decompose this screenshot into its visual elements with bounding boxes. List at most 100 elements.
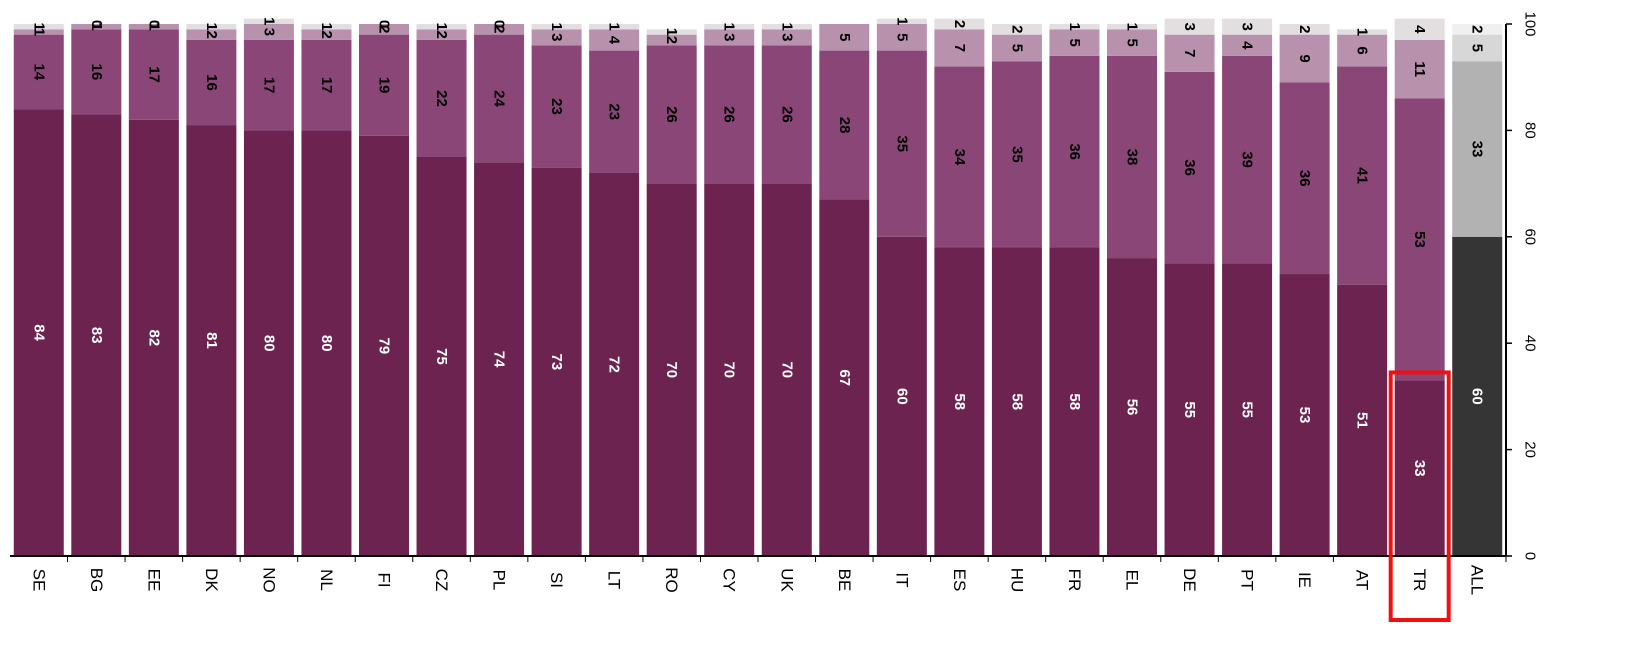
bar-segment-dk-s3 — [186, 29, 237, 40]
category-label-pl: PL — [490, 570, 509, 591]
bar-segment-el-s4 — [1107, 24, 1157, 30]
bar-segment-ie-s4 — [1279, 24, 1330, 35]
category-label-ro: RO — [662, 567, 681, 593]
bar-segment-it-s3 — [876, 24, 927, 51]
category-label-at: AT — [1353, 570, 1372, 590]
bar-segment-el-s3 — [1107, 29, 1157, 56]
segment-label-uk-s3: 3 — [778, 33, 795, 41]
segment-label-all-s3: 5 — [1469, 44, 1486, 52]
bar-segment-ro-s3 — [646, 34, 697, 46]
segment-label-lt-s4: 1 — [606, 22, 623, 30]
bar-segment-si-s3 — [531, 29, 582, 46]
segment-label-no-s1: 80 — [260, 335, 277, 352]
segment-label-el-s2: 38 — [1124, 149, 1141, 166]
bar-segment-be-s3 — [819, 24, 870, 51]
bar-segment-cz-s3 — [416, 29, 467, 40]
bar-segment-ie-s3 — [1279, 34, 1330, 83]
segment-label-ee-s3: 1 — [145, 22, 162, 30]
segment-label-nl-s4: 1 — [318, 22, 335, 30]
segment-label-at-s1: 51 — [1354, 412, 1371, 429]
bar-segment-no-s4 — [243, 18, 294, 24]
segment-label-pl-s4: 0 — [491, 20, 508, 28]
segment-label-el-s1: 56 — [1124, 399, 1141, 416]
bar-segment-cy-s4 — [704, 24, 755, 30]
bar-segment-dk-s4 — [186, 24, 237, 30]
segment-label-cz-s3: 2 — [433, 30, 450, 38]
bar-segment-nl-s3 — [301, 29, 352, 40]
bar-segment-se-s1 — [13, 109, 64, 557]
segment-label-si-s4: 1 — [548, 22, 565, 30]
bar-segment-dk-s2 — [186, 39, 237, 126]
bar-segment-fr-s3 — [1049, 29, 1100, 56]
bar-segment-all-s3 — [1452, 34, 1503, 62]
segment-label-ie-s4: 2 — [1296, 25, 1313, 33]
segment-label-pl-s3: 2 — [491, 25, 508, 33]
segment-label-se-s3: 1 — [30, 28, 47, 36]
segment-label-cz-s4: 1 — [433, 22, 450, 30]
segment-label-fr-s2: 36 — [1066, 143, 1083, 160]
segment-label-nl-s3: 2 — [318, 30, 335, 38]
bar-segment-lt-s4 — [589, 24, 640, 30]
bar-segment-pl-s1 — [474, 162, 525, 556]
segment-label-hu-s1: 58 — [1008, 393, 1025, 410]
category-label-se: SE — [29, 569, 48, 592]
bar-segment-cy-s3 — [704, 29, 755, 46]
bar-segment-ie-s1 — [1279, 274, 1330, 556]
segment-label-es-s4: 2 — [951, 20, 968, 28]
segment-label-dk-s2: 16 — [203, 74, 220, 91]
segment-label-pt-s2: 39 — [1239, 151, 1256, 168]
segment-label-tr-s4: 4 — [1411, 25, 1428, 34]
segment-label-pt-s3: 4 — [1239, 41, 1256, 50]
y-tick-label-0: 0 — [1522, 552, 1539, 560]
bars-group — [13, 18, 1503, 557]
segment-label-bg-s4: 0 — [88, 20, 105, 28]
category-label-ie: IE — [1295, 572, 1314, 588]
bar-segment-de-s2 — [1164, 71, 1215, 264]
segment-label-pt-s1: 55 — [1239, 401, 1256, 418]
category-label-lt: LT — [605, 571, 624, 590]
bar-segment-it-s4 — [876, 18, 927, 24]
bar-segment-fr-s1 — [1049, 247, 1100, 556]
segment-label-lt-s3: 4 — [606, 36, 623, 45]
bar-segment-tr-s4 — [1394, 18, 1445, 40]
segment-label-dk-s1: 81 — [203, 332, 220, 349]
segment-label-dk-s4: 1 — [203, 22, 220, 30]
bar-segment-it-s1 — [876, 236, 927, 557]
segment-label-de-s1: 55 — [1181, 401, 1198, 418]
segment-label-all-s1: 60 — [1469, 388, 1486, 405]
segment-label-hu-s3: 5 — [1008, 44, 1025, 52]
bar-segment-fi-s2 — [359, 34, 409, 136]
y-tick-label-100: 100 — [1522, 11, 1539, 36]
category-labels-group: SE BG EE DK NO NL FI CZ PL SI LT RO CY UK BE IT ES HU FR EL… — [29, 565, 1486, 595]
segment-label-de-s2: 36 — [1181, 159, 1198, 176]
segment-label-bg-s3: 1 — [88, 22, 105, 30]
segment-label-ro-s4: 1 — [663, 28, 680, 36]
bar-segment-nl-s1 — [301, 130, 352, 556]
segment-label-nl-s2: 17 — [318, 77, 335, 94]
bar-segment-pt-s3 — [1222, 34, 1273, 56]
segment-label-el-s3: 5 — [1124, 38, 1141, 46]
bar-segment-nl-s4 — [301, 24, 352, 30]
bar-segment-pl-s2 — [474, 34, 525, 163]
segment-label-de-s4: 3 — [1181, 22, 1198, 30]
bar-segment-ee-s3 — [128, 24, 179, 30]
bar-segment-dk-s1 — [186, 125, 237, 556]
segment-label-nl-s1: 80 — [318, 335, 335, 352]
bar-segment-tr-s2 — [1394, 98, 1445, 381]
segment-label-cz-s2: 22 — [433, 90, 450, 107]
category-label-de: DE — [1180, 568, 1199, 592]
segment-label-it-s2: 35 — [893, 135, 910, 152]
segment-label-el-s4: 1 — [1124, 22, 1141, 30]
category-label-tr: TR — [1410, 569, 1429, 592]
segment-label-fr-s3: 5 — [1066, 38, 1083, 46]
highlight-group — [1388, 370, 1451, 622]
bar-segment-bg-s1 — [71, 114, 122, 556]
bar-segment-ee-s2 — [128, 29, 179, 120]
y-tick-label-20: 20 — [1522, 441, 1539, 458]
segment-label-all-s2: 33 — [1469, 141, 1486, 158]
segment-label-no-s3: 3 — [260, 28, 277, 36]
bar-segment-ro-s1 — [646, 183, 697, 556]
segment-label-se-s4: 1 — [30, 22, 47, 30]
segment-label-bg-s2: 16 — [88, 64, 105, 81]
category-label-dk: DK — [202, 568, 221, 592]
